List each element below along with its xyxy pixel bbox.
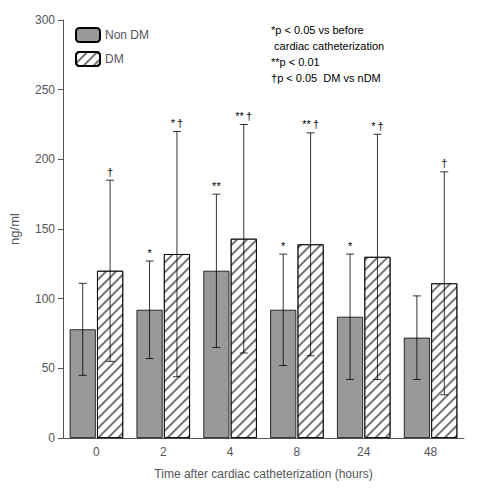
svg-text:*: * xyxy=(147,247,152,259)
svg-text:Time after cardiac catheteriza: Time after cardiac catheterization (hour… xyxy=(154,467,372,481)
svg-text:*: * xyxy=(281,240,286,252)
svg-text:**p < 0.01: **p < 0.01 xyxy=(271,56,320,68)
svg-text:*: * xyxy=(348,240,353,252)
svg-text:200: 200 xyxy=(35,152,55,166)
svg-text:Non DM: Non DM xyxy=(105,28,149,42)
svg-text:**: ** xyxy=(212,180,221,192)
svg-text:*p < 0.05 vs before: *p < 0.05 vs before xyxy=(271,24,364,36)
svg-text:300: 300 xyxy=(35,13,55,27)
svg-text:* †: * † xyxy=(371,120,384,132)
svg-text:50: 50 xyxy=(42,361,56,375)
svg-text:ng/ml: ng/ml xyxy=(7,213,22,245)
svg-text:8: 8 xyxy=(294,445,301,459)
svg-text:48: 48 xyxy=(424,445,438,459)
svg-text:4: 4 xyxy=(227,445,234,459)
svg-text:100: 100 xyxy=(35,292,55,306)
svg-text:2: 2 xyxy=(160,445,167,459)
svg-text:** †: ** † xyxy=(235,110,252,122)
svg-text:** †: ** † xyxy=(302,118,319,130)
svg-text:†: † xyxy=(107,166,113,178)
svg-text:* †: * † xyxy=(171,117,184,129)
svg-text:24: 24 xyxy=(357,445,371,459)
svg-text:†p < 0.05 DM vs nDM: †p < 0.05 DM vs nDM xyxy=(271,72,381,84)
svg-text:DM: DM xyxy=(105,52,124,66)
svg-text:150: 150 xyxy=(35,222,55,236)
svg-text:cardiac catheterization: cardiac catheterization xyxy=(271,40,384,52)
svg-text:250: 250 xyxy=(35,83,55,97)
svg-text:0: 0 xyxy=(48,431,55,445)
svg-text:0: 0 xyxy=(93,445,100,459)
svg-text:†: † xyxy=(441,157,447,169)
